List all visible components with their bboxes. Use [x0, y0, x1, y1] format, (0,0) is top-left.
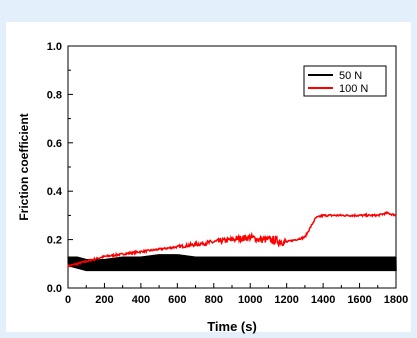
y-tick-label: 0.8: [47, 89, 62, 101]
series-layer: [67, 210, 397, 272]
axis-layer: 0 200 400 600 800 1000 1200 1400 1600 1800 0.0 0.2 0…: [47, 41, 409, 306]
legend-label-50N: 50 N: [339, 70, 362, 82]
y-tick-label: 0.2: [47, 235, 62, 247]
x-tick-label: 200: [95, 294, 113, 306]
legend-box: [303, 65, 387, 97]
x-tick-label: 1000: [238, 294, 262, 306]
x-axis-label: Time (s): [207, 319, 257, 334]
legend: 50 N 100 N: [303, 65, 387, 97]
x-tick-label: 1800: [384, 294, 408, 306]
series-100N-line: [67, 210, 397, 268]
y-tick-label: 0.0: [47, 283, 62, 295]
x-tick-label: 1400: [311, 294, 335, 306]
y-tick-label: 0.6: [47, 138, 62, 150]
legend-label-100N: 100 N: [339, 83, 368, 95]
x-tick-label: 600: [168, 294, 186, 306]
y-axis-label: Friction coefficient: [17, 113, 31, 220]
series-50N-band: [67, 254, 397, 272]
x-tick-label: 1600: [347, 294, 371, 306]
x-tick-label: 0: [65, 294, 71, 306]
x-tick-label: 800: [205, 294, 223, 306]
y-tick-label: 0.4: [47, 186, 63, 198]
y-tick-label: 1.0: [47, 41, 62, 53]
x-tick-label: 1200: [274, 294, 298, 306]
x-tick-label: 400: [132, 294, 150, 306]
